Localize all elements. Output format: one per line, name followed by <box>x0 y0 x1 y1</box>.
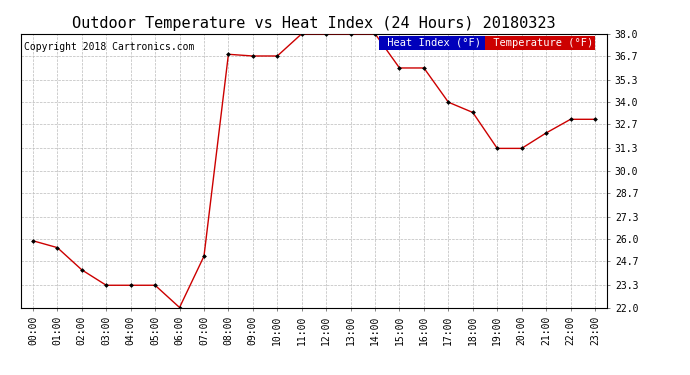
Point <box>272 53 283 59</box>
Point <box>394 65 405 71</box>
Point <box>443 99 454 105</box>
Text: Copyright 2018 Cartronics.com: Copyright 2018 Cartronics.com <box>23 42 194 52</box>
Point <box>101 282 112 288</box>
Point <box>150 282 161 288</box>
Point <box>296 31 307 37</box>
Text: Temperature (°F): Temperature (°F) <box>487 38 593 48</box>
Point <box>516 146 527 152</box>
Point <box>223 51 234 57</box>
Point <box>28 238 39 244</box>
Point <box>467 110 478 116</box>
Point <box>565 116 576 122</box>
Text: Heat Index (°F): Heat Index (°F) <box>382 38 488 48</box>
Point <box>321 31 332 37</box>
Point <box>125 282 136 288</box>
Point <box>77 267 88 273</box>
Point <box>589 116 600 122</box>
Point <box>540 130 551 136</box>
Point <box>370 31 381 37</box>
Point <box>247 53 258 59</box>
Point <box>345 31 356 37</box>
Title: Outdoor Temperature vs Heat Index (24 Hours) 20180323: Outdoor Temperature vs Heat Index (24 Ho… <box>72 16 555 31</box>
Point <box>199 253 210 259</box>
Point <box>52 244 63 250</box>
Point <box>174 304 185 310</box>
Point <box>418 65 429 71</box>
Point <box>492 146 503 152</box>
